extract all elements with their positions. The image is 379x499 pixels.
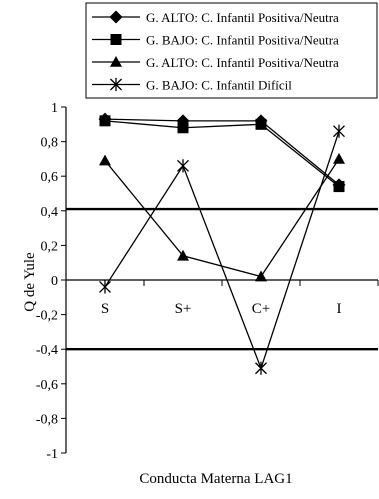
y-axis-label: Q de Yule: [22, 252, 38, 312]
triangle-marker: [177, 249, 189, 261]
triangle-marker: [333, 152, 345, 164]
series-line: [104, 120, 340, 188]
asterisk-marker: [255, 361, 267, 375]
triangle-marker: [255, 270, 267, 282]
y-tick-label: -0,8: [36, 412, 58, 427]
reference-lines: [66, 207, 378, 351]
series-line: [104, 118, 340, 186]
series-line: [104, 158, 340, 278]
diamond-marker: [109, 10, 123, 24]
x-axis-label: Conducta Materna LAG1: [139, 471, 292, 487]
asterisk-marker: [333, 124, 345, 138]
y-tick-label: 0,8: [41, 136, 59, 151]
x-tick-label: I: [337, 301, 342, 317]
y-tick-label: -0,4: [36, 343, 58, 358]
x-tick-label: S: [101, 301, 109, 317]
asterisk-marker: [99, 280, 111, 294]
square-marker: [110, 34, 122, 45]
legend-box: [85, 2, 378, 99]
square-marker: [255, 118, 267, 130]
legend-label: G. ALTO: C. Infantil Positiva/Neutra: [146, 55, 339, 70]
y-tick-label: 1: [51, 101, 58, 116]
series-group: [98, 112, 346, 375]
y-tick-label: -1: [46, 447, 58, 462]
triangle-marker: [99, 154, 111, 166]
asterisk-marker: [110, 77, 122, 92]
asterisk-marker: [177, 159, 189, 173]
series-2: [99, 115, 345, 193]
x-tick-label: S+: [175, 301, 192, 317]
x-tick-label: C+: [252, 301, 270, 317]
axes: 1 0,8 0,6 0,4 0,2 0 -0,2 -0,4 -0,6 -0,8 -1 S S+ C+ I: [36, 101, 379, 462]
y-tick-label: 0,2: [41, 239, 59, 254]
square-marker: [99, 115, 111, 127]
square-marker: [177, 122, 189, 134]
legend-entry: G. BAJO: C. Infantil Difícil: [92, 78, 292, 93]
y-tick-label: -0,2: [36, 309, 58, 324]
y-tick-label: -0,6: [36, 378, 58, 393]
square-marker: [333, 181, 345, 193]
triangle-marker: [110, 56, 122, 67]
legend-entry: G. BAJO: C. Infantil Positiva/Neutra: [92, 33, 339, 48]
legend-label: G. ALTO: C. Infantil Positiva/Neutra: [146, 10, 339, 25]
y-tick-label: 0,6: [41, 170, 59, 185]
series-line: [104, 131, 340, 371]
series-3: [99, 152, 345, 282]
series-4: [99, 124, 345, 375]
legend-label: G. BAJO: C. Infantil Difícil: [146, 78, 292, 93]
y-tick-label: 0: [51, 274, 58, 289]
series-1: [98, 112, 346, 192]
legend-label: G. BAJO: C. Infantil Positiva/Neutra: [146, 33, 339, 48]
legend-entry: G. ALTO: C. Infantil Positiva/Neutra: [92, 10, 339, 25]
legend-entry: G. ALTO: C. Infantil Positiva/Neutra: [92, 55, 339, 70]
y-tick-label: 0,4: [41, 205, 59, 220]
legend: G. ALTO: C. Infantil Positiva/Neutra G. B…: [85, 2, 378, 99]
